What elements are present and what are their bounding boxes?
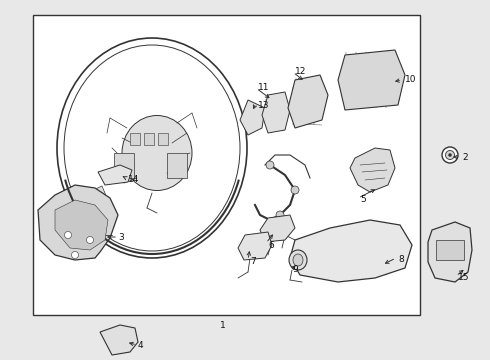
- Polygon shape: [290, 220, 412, 282]
- Polygon shape: [350, 148, 395, 192]
- Text: 8: 8: [398, 256, 404, 265]
- Bar: [158, 133, 168, 145]
- Ellipse shape: [276, 211, 284, 219]
- Ellipse shape: [293, 254, 303, 266]
- Bar: [130, 133, 140, 145]
- Ellipse shape: [65, 231, 72, 238]
- Ellipse shape: [122, 116, 192, 190]
- Polygon shape: [100, 325, 138, 355]
- Text: 1: 1: [220, 320, 226, 329]
- Bar: [33, 15, 420, 315]
- Text: 15: 15: [458, 274, 469, 283]
- Polygon shape: [240, 100, 265, 135]
- Polygon shape: [428, 222, 472, 282]
- Ellipse shape: [64, 45, 240, 251]
- Text: 13: 13: [258, 100, 270, 109]
- Ellipse shape: [87, 237, 94, 243]
- Polygon shape: [338, 50, 405, 110]
- Polygon shape: [55, 200, 108, 250]
- Text: 7: 7: [250, 257, 256, 266]
- Text: 12: 12: [295, 68, 306, 77]
- Text: 2: 2: [462, 153, 467, 162]
- Bar: [167, 153, 187, 178]
- Text: 9: 9: [292, 266, 298, 274]
- Text: 11: 11: [258, 84, 270, 93]
- Bar: [114, 153, 134, 178]
- Polygon shape: [262, 92, 290, 133]
- Polygon shape: [38, 185, 118, 260]
- Text: 3: 3: [118, 233, 124, 242]
- Ellipse shape: [291, 186, 299, 194]
- Text: 10: 10: [405, 76, 416, 85]
- Text: 4: 4: [138, 341, 144, 350]
- Polygon shape: [238, 232, 272, 260]
- Polygon shape: [260, 215, 295, 242]
- Polygon shape: [98, 165, 132, 185]
- Bar: [436, 240, 464, 260]
- Polygon shape: [87, 186, 107, 203]
- Text: 5: 5: [360, 195, 366, 204]
- Text: 14: 14: [128, 175, 139, 184]
- Ellipse shape: [266, 161, 274, 169]
- Text: 6: 6: [268, 240, 274, 249]
- Ellipse shape: [445, 150, 455, 159]
- Polygon shape: [288, 75, 328, 128]
- Ellipse shape: [72, 252, 78, 258]
- Ellipse shape: [289, 250, 307, 270]
- Ellipse shape: [57, 38, 247, 258]
- Ellipse shape: [442, 147, 458, 163]
- Ellipse shape: [448, 153, 451, 157]
- Bar: [144, 133, 154, 145]
